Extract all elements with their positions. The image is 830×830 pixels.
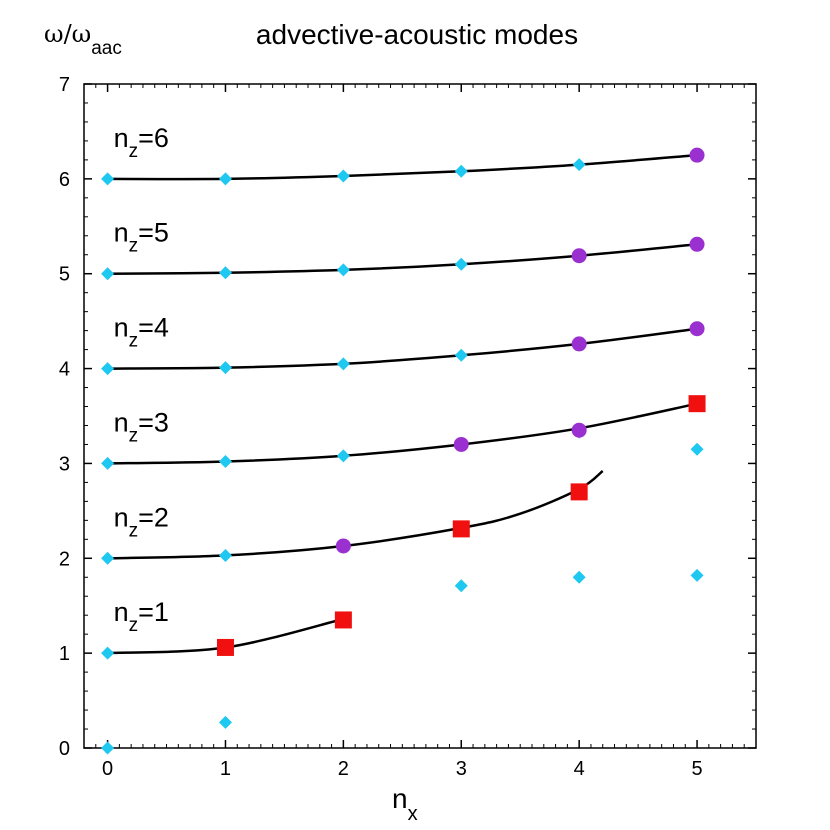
curve-label-eq: =2 bbox=[138, 502, 169, 532]
diamond-marker bbox=[454, 348, 468, 362]
curve-label-main: n bbox=[114, 313, 129, 343]
diamond-marker bbox=[218, 455, 232, 469]
mode-curves bbox=[107, 153, 698, 655]
y-tick-label: 4 bbox=[59, 359, 70, 381]
y-tick-label: 6 bbox=[59, 169, 70, 191]
diamond-marker bbox=[336, 357, 350, 371]
curve-label-main: n bbox=[114, 407, 129, 437]
diamond-marker bbox=[218, 172, 232, 186]
y-tick-label: 2 bbox=[59, 548, 70, 570]
circle-marker bbox=[453, 436, 469, 452]
x-tick-label: 0 bbox=[102, 758, 113, 780]
circle-marker bbox=[335, 538, 351, 554]
data-markers bbox=[101, 147, 706, 755]
circle-marker bbox=[571, 248, 587, 264]
curve-label-nz1: nz=1 bbox=[114, 597, 169, 636]
y-axis-label-sub: aac bbox=[91, 38, 122, 59]
circle-marker bbox=[689, 147, 705, 163]
diamond-marker bbox=[690, 568, 704, 582]
diamond-marker bbox=[572, 158, 586, 172]
curve-label-nz6: nz=6 bbox=[114, 123, 169, 162]
curve-label-nz4: nz=4 bbox=[114, 313, 169, 352]
axis-ticks: 0 1 2 3 4 5 0 1 2 3 4 5 6 7 bbox=[59, 74, 757, 780]
x-tick-label: 5 bbox=[691, 758, 702, 780]
curve-label-main: n bbox=[114, 218, 129, 248]
x-tick-label: 2 bbox=[338, 758, 349, 780]
circle-marker bbox=[571, 336, 587, 352]
x-tick-label: 3 bbox=[456, 758, 467, 780]
mode-curve-nz6 bbox=[107, 153, 698, 181]
curve-label-eq: =4 bbox=[138, 313, 169, 343]
diamond-marker bbox=[218, 266, 232, 280]
y-axis-label: ω/ωaac bbox=[44, 20, 122, 59]
y-tick-label: 0 bbox=[59, 738, 70, 760]
diamond-marker bbox=[101, 362, 115, 376]
curve-labels: nz=1nz=2nz=3nz=4nz=5nz=6 bbox=[114, 123, 169, 636]
curve-label-eq: =3 bbox=[138, 407, 169, 437]
mode-curve-nz2 bbox=[107, 470, 604, 560]
mode-curve-nz5 bbox=[107, 243, 698, 275]
square-marker bbox=[688, 395, 706, 413]
x-tick-label: 1 bbox=[220, 758, 231, 780]
diamond-marker bbox=[336, 263, 350, 277]
mode-curve-nz3 bbox=[107, 402, 698, 465]
circle-marker bbox=[689, 236, 705, 252]
y-axis-label-main: ω/ω bbox=[44, 20, 91, 48]
curve-label-sub: z bbox=[129, 331, 139, 352]
diamond-marker bbox=[101, 646, 115, 660]
curve-label-nz5: nz=5 bbox=[114, 218, 169, 257]
curve-label-sub: z bbox=[129, 615, 139, 636]
diamond-marker bbox=[101, 172, 115, 186]
curve-label-eq: =5 bbox=[138, 218, 169, 248]
diamond-marker bbox=[101, 741, 115, 755]
x-tick-label: 4 bbox=[574, 758, 585, 780]
curve-label-eq: =1 bbox=[138, 597, 169, 627]
curve-label-eq: =6 bbox=[138, 123, 169, 153]
x-axis-label-main: n bbox=[392, 783, 408, 814]
diamond-marker bbox=[454, 257, 468, 271]
curve-label-sub: z bbox=[129, 236, 139, 257]
x-axis-label-sub: x bbox=[408, 803, 418, 825]
square-marker bbox=[452, 520, 470, 538]
curve-label-sub: z bbox=[129, 141, 139, 162]
diamond-marker bbox=[690, 442, 704, 456]
diamond-marker bbox=[454, 164, 468, 178]
mode-curve-nz4 bbox=[107, 327, 698, 370]
y-tick-label: 5 bbox=[59, 264, 70, 286]
diamond-marker bbox=[454, 579, 468, 593]
y-tick-label: 1 bbox=[59, 643, 70, 665]
diamond-marker bbox=[101, 267, 115, 281]
square-marker bbox=[570, 483, 588, 501]
diamond-marker bbox=[336, 449, 350, 463]
diamond-marker bbox=[572, 570, 586, 584]
curve-label-main: n bbox=[114, 597, 129, 627]
curve-label-nz3: nz=3 bbox=[114, 407, 169, 446]
curve-label-main: n bbox=[114, 502, 129, 532]
y-tick-label: 3 bbox=[59, 453, 70, 475]
square-marker bbox=[216, 638, 234, 656]
diamond-marker bbox=[101, 456, 115, 470]
diamond-marker bbox=[218, 548, 232, 562]
diamond-marker bbox=[101, 551, 115, 565]
curve-label-sub: z bbox=[129, 425, 139, 446]
y-tick-label: 7 bbox=[59, 74, 70, 96]
circle-marker bbox=[689, 321, 705, 337]
chart-title: advective-acoustic modes bbox=[256, 19, 578, 50]
curve-label-main: n bbox=[114, 123, 129, 153]
diamond-marker bbox=[218, 715, 232, 729]
diamond-marker bbox=[336, 169, 350, 183]
x-axis-label: nx bbox=[392, 783, 418, 825]
square-marker bbox=[334, 611, 352, 629]
diamond-marker bbox=[218, 361, 232, 375]
plot-frame bbox=[83, 83, 757, 749]
curve-label-sub: z bbox=[129, 520, 139, 541]
circle-marker bbox=[571, 422, 587, 438]
curve-label-nz2: nz=2 bbox=[114, 502, 169, 541]
